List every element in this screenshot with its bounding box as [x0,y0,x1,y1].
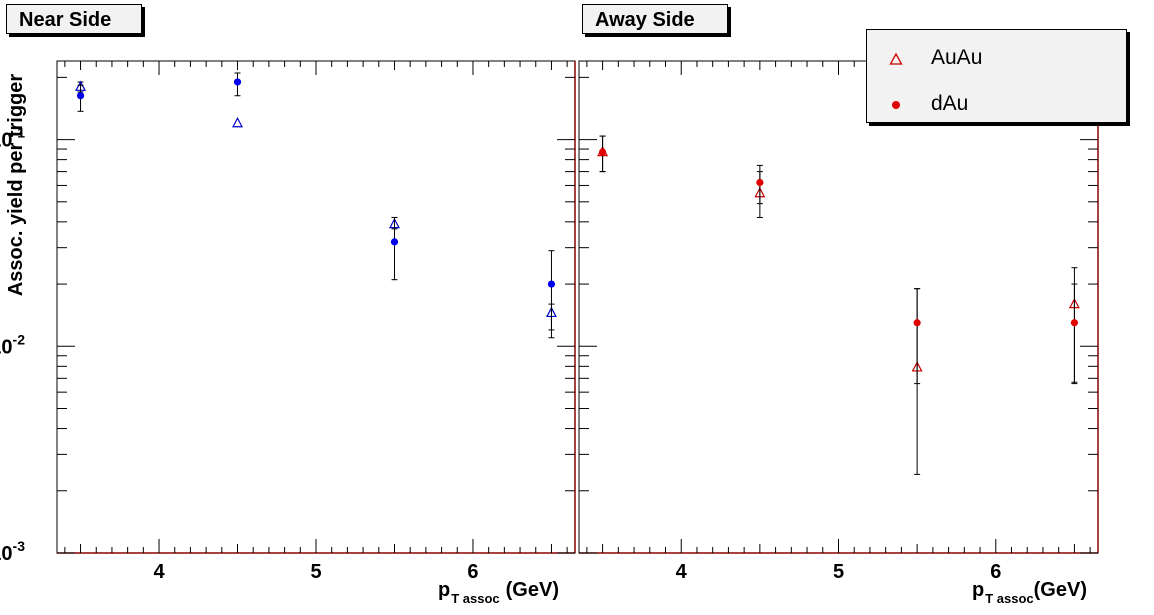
x-tick-label: 6 [467,561,478,583]
away-side-plot: 4 5 6 [578,60,1099,583]
plot-frame [56,60,576,554]
near-side-title: Near Side [6,4,142,34]
x-axis-title-near-sub: T assoc [451,591,499,606]
legend-label-dau: dAu [931,92,969,115]
data-point-dau [547,280,556,288]
x-tick-label: 6 [990,561,1001,583]
data-point-dau [76,92,85,100]
x-axis-title-near-unit: (GeV) [506,579,559,601]
legend-label-auau: AuAu [931,46,983,69]
y-tick-label: 10-2 [0,331,25,358]
x-axis-title-away: pT assoc(GeV) [972,579,1087,606]
x-tick-label: 4 [676,561,688,583]
x-tick-label: 5 [310,561,321,583]
data-point-dau [756,178,764,187]
legend-entry-dau: dAu [867,88,1126,118]
data-point-dau [913,319,921,327]
open-triangle-icon [889,52,903,65]
x-axis-title-away-sub: T assoc [985,591,1033,606]
x-axis-title-near: pT assoc (GeV) [438,579,559,606]
near-side-plot: 45610-310-210-1 [0,60,576,583]
data-point-dau [598,148,607,156]
y-tick-label-exponent: -1 [13,125,26,141]
away-side-title: Away Side [582,4,728,34]
data-point-dau [233,78,242,86]
x-axis-title-away-p: p [972,579,984,601]
data-point-dau [390,238,399,246]
y-tick-label-exponent: -3 [13,538,26,554]
y-tick-label: 10-3 [0,538,25,565]
y-tick-label-exponent: -2 [13,331,26,347]
data-point-auau [232,116,244,128]
x-axis-title-away-unit: (GeV) [1034,579,1087,601]
plot-frame [578,60,1099,554]
y-axis-title: Assoc. yield per trigger [5,74,27,297]
x-tick-label: 4 [153,561,165,583]
legend-entry-auau: AuAu [867,42,1126,72]
legend: AuAu dAu [866,29,1127,123]
x-axis-title-near-p: p [438,579,450,601]
filled-circle-icon [892,101,900,109]
x-tick-label: 5 [833,561,844,583]
data-point-dau [1070,319,1079,327]
